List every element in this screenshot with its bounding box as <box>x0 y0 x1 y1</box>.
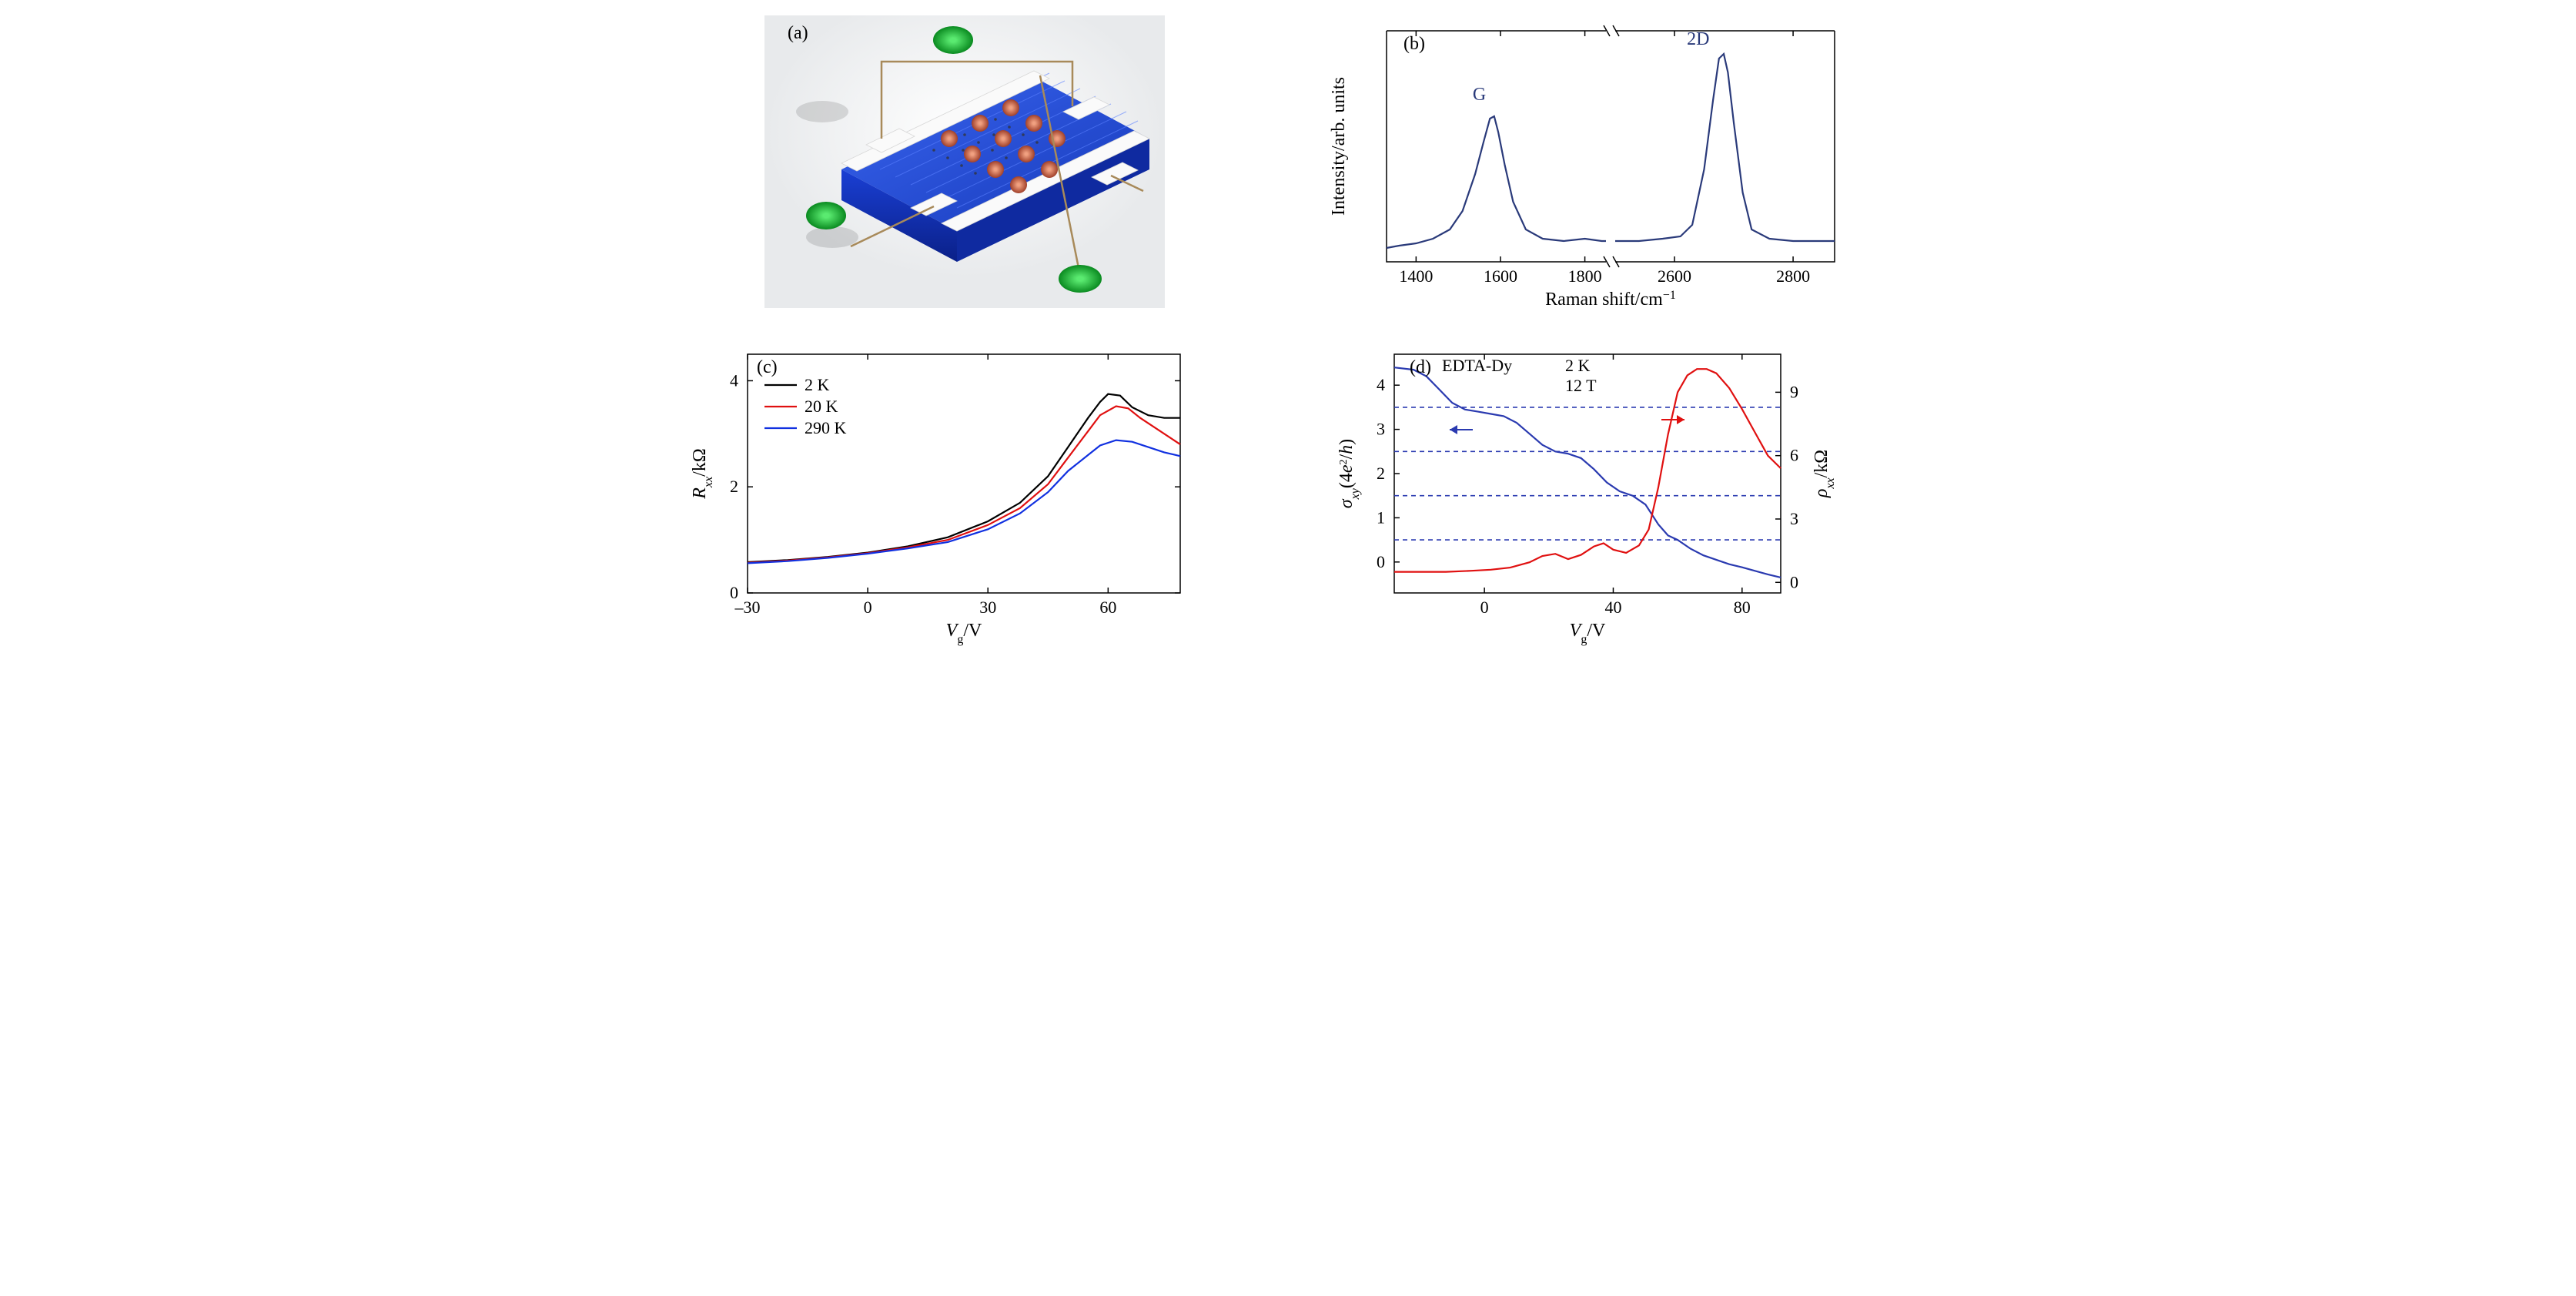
y-axis-label: Rxx/kΩ <box>690 448 715 499</box>
raman-curve-right <box>1615 54 1835 241</box>
x-tick-label: 60 <box>1099 598 1116 617</box>
y-tick-right-label: 0 <box>1790 572 1798 591</box>
y-axis-right-label: ρxx/kΩ <box>1812 450 1837 498</box>
panel-a-label: (a) <box>788 23 808 43</box>
x-tick-label: 1400 <box>1399 266 1433 286</box>
y-tick-left-label: 2 <box>1377 464 1385 483</box>
x-axis-label: Vg/V <box>1570 621 1606 646</box>
y-tick-right-label: 3 <box>1790 509 1798 528</box>
y-tick-right-label: 6 <box>1790 446 1798 465</box>
x-tick-label: 1600 <box>1484 266 1517 286</box>
raman-chart: 1400 1600 1800 2600 2800 G 2D Raman shift/cm−1 I… <box>1319 15 1858 308</box>
panel-a: (a) <box>672 15 1257 308</box>
y-tick-right-label: 9 <box>1790 382 1798 401</box>
annotation: 12 T <box>1565 376 1597 395</box>
legend-label: 290 K <box>805 418 847 437</box>
legend-label: 2 K <box>805 375 830 394</box>
y-axis-label: Intensity/arb. units <box>1329 77 1349 216</box>
y-axis-left-label: σxy(4e2/h) <box>1337 439 1362 508</box>
x-tick-label: 1800 <box>1568 266 1602 286</box>
x-tick-label: 0 <box>1480 598 1489 617</box>
y-tick-label: 2 <box>730 477 738 496</box>
sigma-xy-curve <box>1394 367 1781 578</box>
y-tick-left-label: 4 <box>1377 375 1385 394</box>
panel-b-label: (b) <box>1403 34 1425 54</box>
panel-d-label: (d) <box>1410 357 1431 377</box>
x-tick-label: 2800 <box>1776 266 1810 286</box>
panel-d: 04080012340369EDTA-Dy2 K12 TVg/Vσxy(4e2/… <box>1319 339 1904 647</box>
y-tick-left-label: 0 <box>1377 552 1385 571</box>
annotation: 2 K <box>1565 356 1591 375</box>
panel-c: –30030600242 K20 K290 KVg/VRxx/kΩ(c) <box>672 339 1257 647</box>
legend-label: 20 K <box>805 397 838 416</box>
rho-xx-curve <box>1394 369 1781 571</box>
peak-label: 2D <box>1687 29 1709 49</box>
peak-label: G <box>1473 85 1486 105</box>
x-tick-label: 2600 <box>1658 266 1691 286</box>
figure-grid: (a) 14001600180026002800G2DRaman shift/c… <box>672 15 1904 647</box>
raman-curve-left <box>1387 116 1606 248</box>
y-tick-label: 0 <box>730 583 738 602</box>
device-schematic: (a) <box>672 15 1211 308</box>
y-tick-left-label: 3 <box>1377 420 1385 439</box>
annotation: EDTA-Dy <box>1442 356 1512 375</box>
x-tick-label: 40 <box>1604 598 1621 617</box>
x-tick-label: 80 <box>1734 598 1751 617</box>
x-axis-label: Vg/V <box>946 621 982 646</box>
x-tick-label: 0 <box>864 598 872 617</box>
panel-b: 1400 1600 1800 2600 2800 G 2D Raman shift/cm−1 I… <box>1319 15 1904 308</box>
y-tick-left-label: 1 <box>1377 507 1385 527</box>
rxx-chart: –30030600242 K20 K290 KVg/VRxx/kΩ(c) <box>672 339 1211 647</box>
y-tick-label: 4 <box>730 370 738 390</box>
hall-chart: 04080012340369EDTA-Dy2 K12 TVg/Vσxy(4e2/… <box>1319 339 1858 647</box>
panel-c-label: (c) <box>757 357 778 377</box>
series-290K <box>748 440 1180 564</box>
x-tick-label: 30 <box>979 598 996 617</box>
x-axis-label: Raman shift/cm−1 <box>1545 289 1676 309</box>
